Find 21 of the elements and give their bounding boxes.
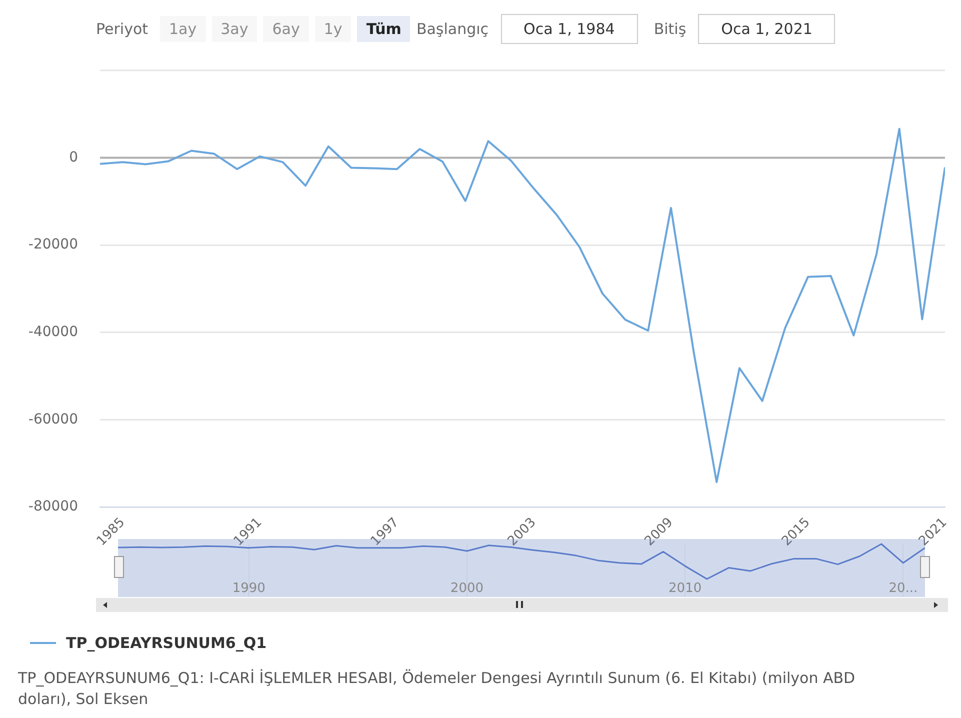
text: 1y <box>314 16 352 42</box>
y-tick-label: -80000 <box>28 498 78 515</box>
y-tick-label: 0 <box>69 149 78 166</box>
x-tick-label: 2000 <box>450 581 484 596</box>
text: Bitiş <box>654 20 686 38</box>
text: 1ay <box>160 16 206 42</box>
text: Oca 1, 2021 <box>698 14 836 44</box>
x-tick-label: 1990 <box>232 581 266 596</box>
x-tick-label: 20... <box>888 581 918 596</box>
text: Periyot <box>96 20 148 38</box>
text: Başlangıç <box>416 20 489 38</box>
y-tick-label: -60000 <box>28 411 78 428</box>
text: 6ay <box>263 16 309 42</box>
text: TP_ODEAYRSUNUM6_Q1: I-CARİ İŞLEMLER HESABI, Ödemeler Dengesi Ayrıntılı Sunum (6. El Kitabı) (milyon ABD doları), Sol Eksen <box>18 668 856 710</box>
text: 3ay <box>212 16 258 42</box>
legend-label: TP_ODEAYRSUNUM6_Q1 <box>66 634 267 652</box>
y-tick-label: -20000 <box>28 236 78 253</box>
text: Tüm <box>357 16 410 42</box>
y-tick-label: -40000 <box>28 324 78 340</box>
text: Oca 1, 1984 <box>500 14 638 44</box>
x-tick-label: 2010 <box>668 581 702 596</box>
